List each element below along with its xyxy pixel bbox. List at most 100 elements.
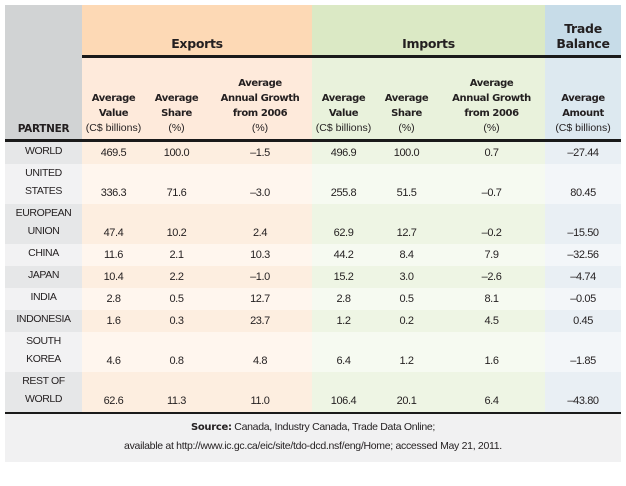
exports-value-header: Average Value (C$ billions) xyxy=(82,56,145,142)
partner-cell: SOUTH KOREA xyxy=(5,332,82,372)
exports-value-cell: 1.6 xyxy=(82,310,145,332)
partner-name-line2: STATES xyxy=(25,185,62,197)
balance-amount-header: Average Amount (C$ billions) xyxy=(545,56,622,142)
exports-growth-cell: 10.3 xyxy=(208,244,313,266)
imports-growth-header: Average Annual Growth from 2006 (%) xyxy=(438,56,546,142)
header-text: Average xyxy=(384,93,429,104)
partner-name: REST OF xyxy=(22,375,65,387)
exports-share-cell: 0.8 xyxy=(145,332,208,372)
header-text: Value xyxy=(328,108,359,119)
imports-group-header: Imports xyxy=(312,5,546,58)
table-row: REST OF WORLD 62.6 11.3 11.0 106.4 20.1 6.4 –43.… xyxy=(5,372,622,414)
imports-share-cell: 0.2 xyxy=(375,310,439,332)
header-text: Average xyxy=(238,78,282,89)
header-text: Share xyxy=(391,108,422,119)
trade-table-figure: Exports Imports Trade Balance PARTNER Av… xyxy=(5,5,622,462)
partner-cell: CHINA xyxy=(5,244,82,266)
exports-growth-cell: 23.7 xyxy=(208,310,313,332)
imports-value-cell: 255.8 xyxy=(312,164,376,204)
imports-value-cell: 6.4 xyxy=(312,332,376,372)
exports-share-cell: 71.6 xyxy=(145,164,208,204)
partner-name: INDONESIA xyxy=(16,313,71,325)
imports-value-cell: 106.4 xyxy=(312,372,376,414)
exports-growth-cell: –1.0 xyxy=(208,266,313,288)
partner-cell: REST OF WORLD xyxy=(5,372,82,414)
exports-value-cell: 10.4 xyxy=(82,266,145,288)
header-text: Annual Growth xyxy=(452,93,531,104)
partner-name: JAPAN xyxy=(27,269,60,281)
imports-growth-cell: 4.5 xyxy=(438,310,546,332)
partner-name-line2: WORLD xyxy=(24,393,63,405)
imports-value-cell: 2.8 xyxy=(312,288,376,310)
exports-share-cell: 11.3 xyxy=(145,372,208,414)
imports-growth-cell: 8.1 xyxy=(438,288,546,310)
table-row: CHINA 11.6 2.1 10.3 44.2 8.4 7.9 –32.56 xyxy=(5,244,622,266)
trade-balance-line1: Trade xyxy=(564,21,602,36)
trade-balance-cell: –32.56 xyxy=(545,244,622,266)
header-text: Average xyxy=(321,93,366,104)
header-unit: (%) xyxy=(251,122,269,134)
imports-growth-cell: 7.9 xyxy=(438,244,546,266)
header-unit: (%) xyxy=(168,122,185,134)
partner-name: WORLD xyxy=(24,145,63,157)
imports-share-cell: 8.4 xyxy=(375,244,439,266)
partner-name: CHINA xyxy=(28,247,59,259)
imports-share-cell: 20.1 xyxy=(375,372,439,414)
header-text: Share xyxy=(161,108,192,119)
table-row: EUROPEAN UNION 47.4 10.2 2.4 62.9 12.7 –0.2 –15.… xyxy=(5,204,622,244)
exports-share-cell: 10.2 xyxy=(145,204,208,244)
table-row: UNITED STATES 336.3 71.6 –3.0 255.8 51.5 –0.7 80… xyxy=(5,164,622,204)
partner-cell: UNITED STATES xyxy=(5,164,82,204)
partner-name: SOUTH xyxy=(26,335,61,347)
exports-growth-cell: 11.0 xyxy=(208,372,313,414)
exports-share-cell: 100.0 xyxy=(145,140,208,164)
imports-value-cell: 496.9 xyxy=(312,140,376,164)
header-text: Value xyxy=(98,108,129,119)
column-header-row: PARTNER Average Value (C$ billions) Aver… xyxy=(5,56,622,142)
exports-value-cell: 469.5 xyxy=(82,140,145,164)
imports-growth-cell: 1.6 xyxy=(438,332,546,372)
imports-share-header: Average Share (%) xyxy=(375,56,439,142)
partner-group-header xyxy=(5,5,82,57)
trade-table: Exports Imports Trade Balance PARTNER Av… xyxy=(5,5,622,414)
trade-balance-line2: Balance xyxy=(556,36,610,51)
imports-growth-cell: –2.6 xyxy=(438,266,546,288)
partner-cell: INDIA xyxy=(5,288,82,310)
imports-growth-cell: 6.4 xyxy=(438,372,546,414)
imports-share-cell: 3.0 xyxy=(375,266,439,288)
header-text: Amount xyxy=(562,108,604,119)
header-text: from 2006 xyxy=(464,108,519,119)
source-text: Canada, Industry Canada, Trade Data Onli… xyxy=(231,421,436,433)
imports-growth-cell: –0.2 xyxy=(438,204,546,244)
imports-growth-cell: 0.7 xyxy=(438,140,546,164)
header-unit: (C$ billions) xyxy=(555,122,611,134)
trade-balance-cell: –1.85 xyxy=(545,332,622,372)
exports-share-cell: 2.1 xyxy=(145,244,208,266)
header-unit: (%) xyxy=(398,122,415,134)
table-body: WORLD 469.5 100.0 –1.5 496.9 100.0 0.7 –27.44 UN… xyxy=(5,140,622,414)
source-note: Source: Canada, Industry Canada, Trade D… xyxy=(5,414,621,462)
header-text: Average xyxy=(469,78,514,89)
partner-column-header: PARTNER xyxy=(5,56,82,142)
exports-growth-cell: 4.8 xyxy=(208,332,313,372)
exports-group-header: Exports xyxy=(82,5,313,58)
partner-cell: INDONESIA xyxy=(5,310,82,332)
exports-growth-cell: 12.7 xyxy=(208,288,313,310)
header-unit: (%) xyxy=(483,122,500,134)
imports-share-cell: 100.0 xyxy=(375,140,439,164)
partner-name: INDIA xyxy=(30,291,57,303)
header-text: from 2006 xyxy=(232,108,288,119)
imports-value-cell: 1.2 xyxy=(312,310,376,332)
partner-name-line2: UNION xyxy=(27,225,60,237)
partner-cell: EUROPEAN UNION xyxy=(5,204,82,244)
imports-share-cell: 51.5 xyxy=(375,164,439,204)
trade-balance-cell: –43.80 xyxy=(545,372,622,414)
exports-value-cell: 2.8 xyxy=(82,288,145,310)
exports-growth-cell: –3.0 xyxy=(208,164,313,204)
partner-name: UNITED xyxy=(25,167,62,179)
exports-value-cell: 62.6 xyxy=(82,372,145,414)
partner-name: EUROPEAN xyxy=(15,207,72,219)
header-text: Average xyxy=(154,93,199,104)
trade-balance-cell: –15.50 xyxy=(545,204,622,244)
header-text: Average xyxy=(91,93,136,104)
